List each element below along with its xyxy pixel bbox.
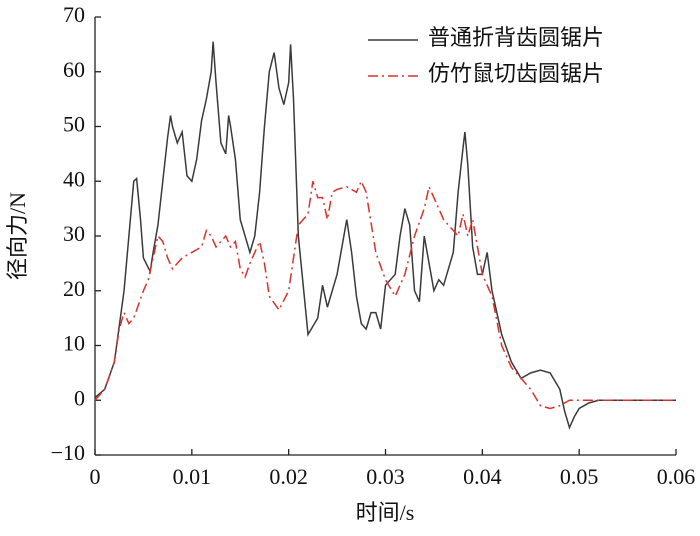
y-tick-label: 0	[74, 385, 85, 410]
y-axis-label: 径向力/N	[5, 192, 30, 280]
series-line	[94, 41, 676, 430]
y-tick-label: 20	[63, 276, 85, 301]
y-tick-label: 10	[63, 331, 85, 356]
x-tick-label: 0.06	[657, 464, 696, 489]
y-tick-label: 60	[63, 57, 85, 82]
y-tick-label: 30	[63, 221, 85, 246]
y-tick-label: −10	[51, 440, 85, 465]
x-tick-label: 0.02	[269, 464, 308, 489]
x-tick-label: 0.03	[366, 464, 405, 489]
x-tick-label: 0	[90, 464, 101, 489]
legend-label: 仿竹鼠切齿圆锯片	[428, 61, 604, 86]
y-tick-label: 70	[63, 2, 85, 27]
legend-label: 普通折背齿圆锯片	[428, 25, 604, 50]
x-tick-label: 0.05	[560, 464, 599, 489]
x-axis-label: 时间/s	[356, 500, 415, 525]
x-tick-label: 0.04	[463, 464, 502, 489]
x-tick-label: 0.01	[173, 464, 212, 489]
y-tick-label: 50	[63, 112, 85, 137]
series-line	[94, 179, 676, 410]
y-tick-label: 40	[63, 166, 85, 191]
